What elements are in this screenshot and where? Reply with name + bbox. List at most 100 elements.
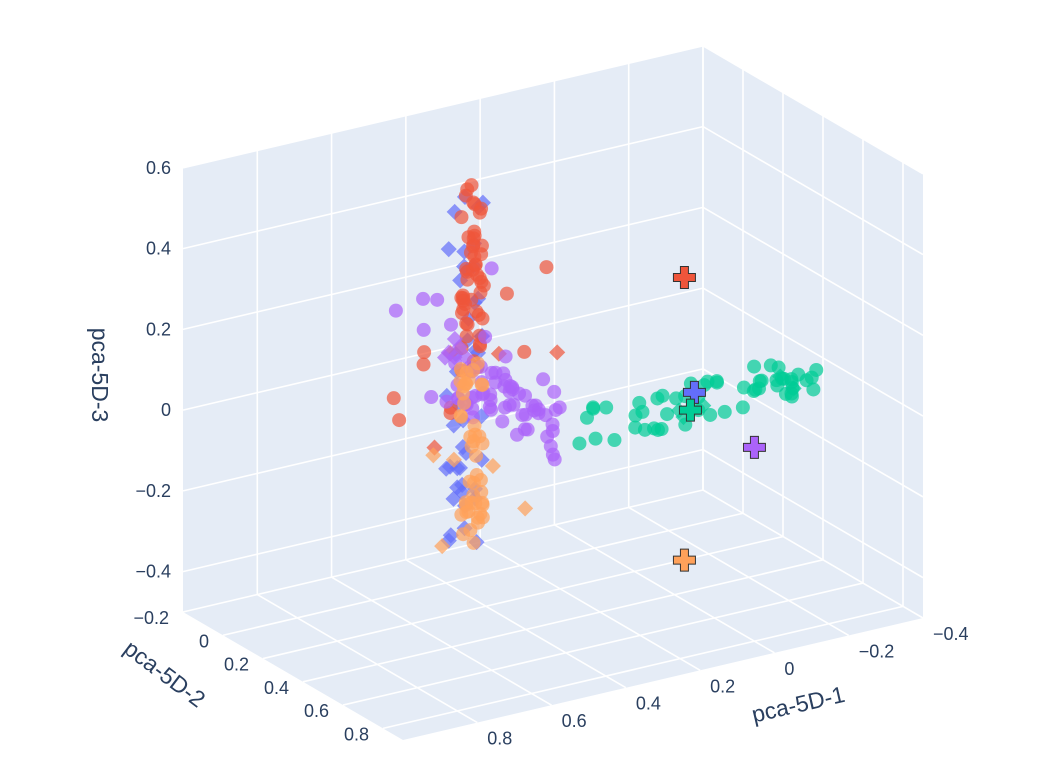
data-point-circle — [799, 373, 814, 388]
data-point-diamond — [517, 500, 534, 517]
data-point-circle — [545, 417, 560, 432]
data-point-diamond — [446, 349, 463, 366]
gridline-z — [182, 206, 704, 331]
data-point-diamond — [457, 348, 474, 365]
data-point-circle — [488, 365, 503, 380]
data-point-circle — [469, 448, 484, 463]
centroid-cross-marker[interactable] — [672, 265, 696, 289]
data-point-circle — [660, 407, 675, 422]
data-point-diamond — [436, 349, 454, 366]
data-point-diamond — [434, 538, 451, 555]
gridline-y-floor — [222, 512, 744, 637]
data-point-circle — [754, 373, 769, 388]
data-point-circle — [454, 210, 469, 225]
centroid-cross-marker[interactable] — [678, 398, 702, 422]
data-point-circle — [468, 257, 483, 272]
tick-label: −0.2 — [135, 481, 171, 501]
data-point-circle — [443, 317, 458, 332]
data-point-circle — [703, 407, 718, 422]
data-point-circle — [735, 400, 750, 415]
data-point-circle — [455, 306, 470, 321]
data-point-diamond — [549, 344, 566, 361]
data-point-circle — [543, 439, 558, 454]
data-point-circle — [809, 362, 824, 377]
data-point-circle — [469, 304, 484, 319]
data-point-circle — [527, 403, 542, 418]
data-point-circle — [588, 431, 603, 446]
data-point-diamond — [785, 380, 802, 397]
data-point-circle — [497, 400, 512, 415]
data-point-diamond — [446, 330, 463, 347]
gridline-x-floor — [702, 489, 924, 619]
tick-label: 0.4 — [636, 694, 661, 714]
data-point-circle — [478, 329, 493, 344]
data-point-circle — [709, 375, 724, 390]
data-points[interactable] — [386, 178, 824, 555]
wall-floor — [183, 490, 923, 740]
tick-label: 0.4 — [264, 678, 289, 698]
data-point-circle — [388, 303, 403, 318]
data-point-circle — [552, 400, 567, 415]
gridline-y-floor — [302, 559, 824, 683]
tick-label: −0.2 — [859, 641, 895, 661]
gridline-z — [182, 287, 704, 411]
data-point-circle — [495, 414, 510, 429]
gridline-x-floor — [256, 593, 478, 724]
data-point-diamond — [445, 417, 462, 434]
data-point-circle — [430, 292, 445, 307]
data-point-diamond — [426, 439, 443, 456]
axis-title-y: pca-5D-2 — [119, 635, 210, 713]
data-point-circle — [517, 344, 532, 359]
tick-label: 0.2 — [146, 319, 171, 339]
tick-label: 0.6 — [304, 701, 329, 721]
gridline-x-floor — [628, 506, 850, 637]
gridline-z-side — [702, 448, 924, 579]
centroid-cross-marker[interactable] — [742, 435, 766, 459]
gridline-x-floor — [479, 541, 701, 671]
data-point-circle — [473, 473, 488, 488]
tick-label: 0 — [784, 659, 794, 679]
data-point-circle — [628, 408, 643, 423]
wall-back-y — [183, 45, 703, 612]
axis-title-x: pca-5D-1 — [749, 681, 847, 728]
tick-label: 0.8 — [344, 724, 369, 744]
data-point-circle — [386, 391, 401, 406]
data-point-diamond — [425, 447, 442, 464]
data-point-circle — [467, 418, 482, 433]
gridline-z-side — [702, 287, 924, 417]
gridline-x-floor — [331, 576, 552, 706]
tick-labels: −0.4 −0.2 0 0.2 0.4 0.6 0.8 −0.2 0 0.2 0.4 0.6 0.8 −0… — [133, 158, 968, 749]
gridline-z — [182, 125, 704, 250]
data-point-circle — [517, 422, 532, 437]
gridline-z — [182, 45, 704, 169]
gridline-x-floor — [554, 524, 775, 654]
data-point-circle — [736, 380, 751, 395]
data-point-circle — [586, 400, 601, 415]
data-point-diamond — [490, 345, 507, 362]
data-point-circle — [607, 433, 622, 448]
data-point-circle — [470, 267, 485, 282]
centroid-cross-marker[interactable] — [682, 380, 706, 404]
data-point-circle — [474, 377, 489, 392]
data-point-circle — [654, 422, 669, 437]
gridline-x-floor — [405, 559, 627, 689]
data-point-diamond — [440, 241, 457, 258]
tick-label: −0.4 — [135, 562, 171, 582]
tick-label: 0.6 — [562, 711, 587, 731]
centroid-markers[interactable] — [672, 265, 766, 572]
data-point-circle — [417, 345, 432, 360]
gridline-z-side — [702, 206, 924, 337]
gridline-z-side — [702, 45, 924, 175]
data-point-circle — [462, 474, 477, 489]
data-point-circle — [472, 205, 487, 220]
centroid-cross-marker[interactable] — [672, 548, 696, 572]
data-point-diamond — [445, 490, 462, 507]
data-point-circle — [455, 386, 470, 401]
data-point-circle — [416, 322, 431, 337]
data-point-diamond — [484, 457, 501, 475]
data-point-diamond — [445, 451, 462, 468]
tick-label: 0.2 — [710, 676, 735, 696]
data-point-circle — [461, 230, 476, 245]
axis-title-z: pca-5D-3 — [87, 328, 113, 423]
